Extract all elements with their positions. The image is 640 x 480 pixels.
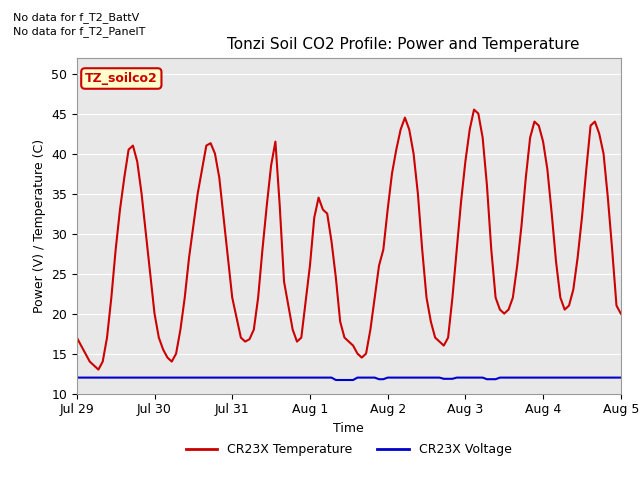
Text: No data for f_T2_BattV: No data for f_T2_BattV bbox=[13, 12, 139, 23]
Title: Tonzi Soil CO2 Profile: Power and Temperature: Tonzi Soil CO2 Profile: Power and Temper… bbox=[227, 37, 579, 52]
Text: TZ_soilco2: TZ_soilco2 bbox=[85, 72, 157, 85]
Y-axis label: Power (V) / Temperature (C): Power (V) / Temperature (C) bbox=[33, 139, 45, 312]
Text: No data for f_T2_PanelT: No data for f_T2_PanelT bbox=[13, 26, 145, 37]
X-axis label: Time: Time bbox=[333, 422, 364, 435]
Legend: CR23X Temperature, CR23X Voltage: CR23X Temperature, CR23X Voltage bbox=[181, 438, 516, 461]
